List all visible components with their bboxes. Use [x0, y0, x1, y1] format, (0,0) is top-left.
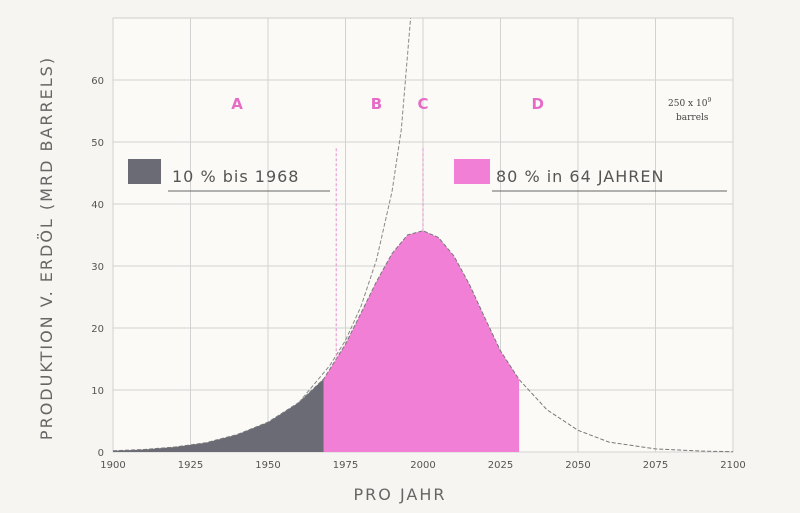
- x-tick-2100: 2100: [720, 460, 745, 471]
- y-tick-20: 20: [91, 324, 104, 335]
- x-tick-1975: 1975: [333, 460, 358, 471]
- region-label-C: C: [417, 95, 428, 113]
- x-tick-2050: 2050: [565, 460, 590, 471]
- x-axis-title: PRO JAHR: [354, 485, 447, 504]
- region-label-A: A: [231, 95, 243, 113]
- legend-swatch-gray: [128, 159, 161, 184]
- legend-label-gray: 10 % bis 1968: [172, 167, 299, 186]
- y-tick-30: 30: [91, 262, 104, 273]
- axis-ticks: 1900 1925 1950 1975 2000 2025 2050 2075 21000102…: [91, 76, 745, 471]
- legend: 10 % bis 1968 80 % in 64 JAHREN: [128, 159, 727, 192]
- y-axis-title: PRODUKTION V. ERDÖL (MRD BARRELS): [37, 56, 56, 440]
- legend-label-pink: 80 % in 64 JAHREN: [496, 167, 664, 186]
- chart-fills: [113, 230, 520, 452]
- x-tick-1950: 1950: [255, 460, 280, 471]
- area-fill-1: [323, 230, 520, 452]
- y-tick-10: 10: [91, 386, 104, 397]
- region-labels: A B C D: [231, 95, 544, 113]
- y-tick-0: 0: [98, 448, 104, 459]
- annotation-box: 250 x 109 barrels: [668, 97, 711, 123]
- y-tick-50: 50: [91, 138, 104, 149]
- exponential-curve: [298, 17, 412, 403]
- x-tick-2025: 2025: [488, 460, 513, 471]
- y-tick-60: 60: [91, 76, 104, 87]
- legend-swatch-pink: [454, 159, 490, 184]
- annotation-line1: 250 x 109: [668, 97, 711, 109]
- chart-curves: [112, 17, 734, 453]
- x-tick-1900: 1900: [100, 460, 125, 471]
- y-tick-40: 40: [91, 200, 104, 211]
- region-label-B: B: [371, 95, 382, 113]
- x-tick-2000: 2000: [410, 460, 435, 471]
- area-fill-0: [113, 378, 324, 452]
- x-tick-1925: 1925: [178, 460, 203, 471]
- production-curve: [112, 230, 734, 453]
- region-dividers: [335, 148, 424, 359]
- annotation-line2: barrels: [676, 113, 709, 123]
- x-tick-2075: 2075: [643, 460, 668, 471]
- region-label-D: D: [531, 95, 543, 113]
